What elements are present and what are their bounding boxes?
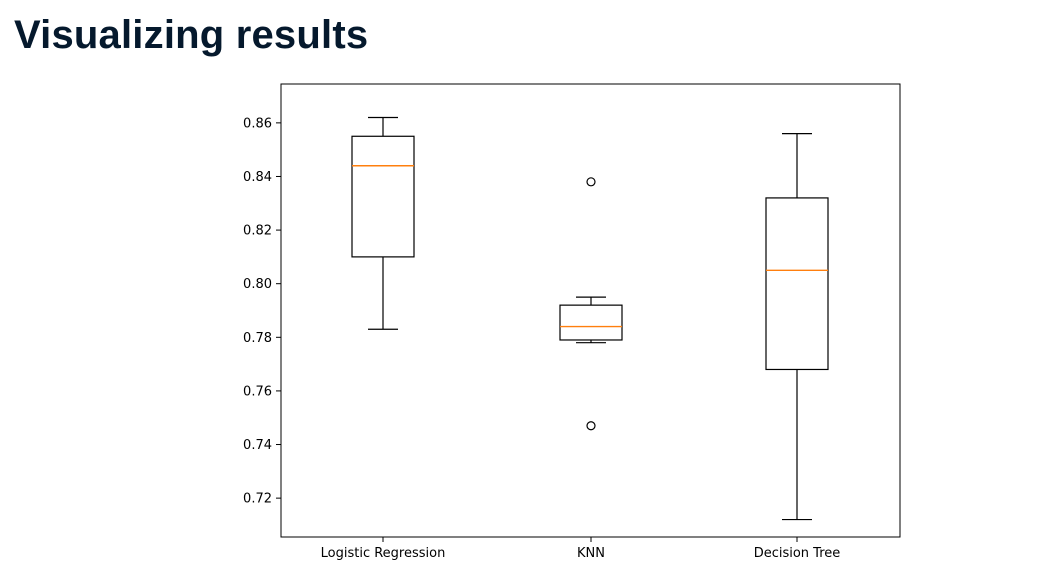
slide-title: Visualizing results (14, 13, 369, 57)
plot-area-frame (280, 83, 901, 538)
y-tick-label: 0.86 (243, 116, 272, 131)
box-body (765, 197, 829, 371)
y-tick-label: 0.78 (243, 331, 272, 346)
y-tick-label: 0.82 (243, 224, 272, 239)
y-tick-label: 0.80 (243, 277, 272, 292)
y-tick-label: 0.74 (243, 438, 272, 453)
x-category-label: Logistic Regression (321, 546, 446, 561)
box-group (765, 132, 829, 521)
box-body (559, 304, 623, 341)
y-tick-label: 0.84 (243, 170, 272, 185)
outlier-point (586, 421, 596, 431)
box-group (351, 116, 415, 330)
y-tick-label: 0.72 (243, 492, 272, 507)
y-axis: 0.72 0.74 0.76 0.78 0.80 0.82 0.84 0.86 (243, 116, 281, 507)
x-category-label: KNN (577, 546, 605, 561)
box-series (351, 116, 829, 521)
x-axis: Logistic Regression KNN Decision Tree (321, 537, 841, 561)
x-category-label: Decision Tree (754, 546, 841, 561)
box-group (559, 177, 623, 431)
y-tick-label: 0.76 (243, 384, 272, 399)
outlier-point (586, 177, 596, 187)
box-body (351, 135, 415, 258)
